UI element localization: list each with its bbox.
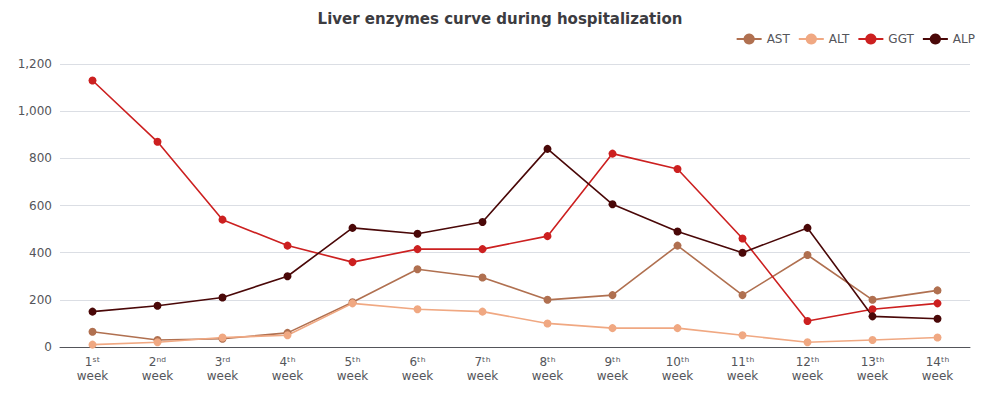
svg-text:week: week — [727, 369, 759, 383]
svg-text:0: 0 — [44, 340, 52, 354]
svg-text:week: week — [272, 369, 304, 383]
svg-text:400: 400 — [29, 246, 52, 260]
svg-text:5ᵗʰ: 5ᵗʰ — [344, 355, 360, 369]
svg-text:week: week — [467, 369, 499, 383]
svg-text:ALP: ALP — [953, 32, 975, 46]
svg-text:week: week — [662, 369, 694, 383]
svg-text:14ᵗʰ: 14ᵗʰ — [926, 355, 950, 369]
svg-text:week: week — [207, 369, 239, 383]
svg-text:8ᵗʰ: 8ᵗʰ — [539, 355, 555, 369]
svg-text:7ᵗʰ: 7ᵗʰ — [474, 355, 490, 369]
svg-text:10ᵗʰ: 10ᵗʰ — [666, 355, 690, 369]
svg-text:13ᵗʰ: 13ᵗʰ — [861, 355, 885, 369]
svg-text:1,200: 1,200 — [18, 57, 52, 71]
svg-text:GGT: GGT — [888, 32, 914, 46]
svg-text:week: week — [922, 369, 954, 383]
svg-text:200: 200 — [29, 293, 52, 307]
svg-text:ALT: ALT — [829, 32, 850, 46]
svg-text:Liver enzymes curve during hos: Liver enzymes curve during hospitalizati… — [318, 10, 683, 28]
svg-text:week: week — [402, 369, 434, 383]
svg-text:week: week — [142, 369, 174, 383]
svg-text:9ᵗʰ: 9ᵗʰ — [604, 355, 620, 369]
svg-text:week: week — [77, 369, 109, 383]
svg-text:week: week — [857, 369, 889, 383]
svg-text:800: 800 — [29, 151, 52, 165]
svg-text:4ᵗʰ: 4ᵗʰ — [279, 355, 295, 369]
svg-text:600: 600 — [29, 199, 52, 213]
svg-text:11ᵗʰ: 11ᵗʰ — [731, 355, 755, 369]
svg-text:week: week — [597, 369, 629, 383]
svg-text:week: week — [337, 369, 369, 383]
svg-text:1,000: 1,000 — [18, 104, 52, 118]
svg-text:week: week — [792, 369, 824, 383]
svg-text:AST: AST — [767, 32, 791, 46]
svg-text:12ᵗʰ: 12ᵗʰ — [796, 355, 820, 369]
svg-text:6ᵗʰ: 6ᵗʰ — [409, 355, 425, 369]
svg-text:2ⁿᵈ: 2ⁿᵈ — [149, 355, 166, 369]
svg-text:3ʳᵈ: 3ʳᵈ — [215, 355, 231, 369]
svg-text:week: week — [532, 369, 564, 383]
svg-text:1ˢᵗ: 1ˢᵗ — [85, 355, 101, 369]
